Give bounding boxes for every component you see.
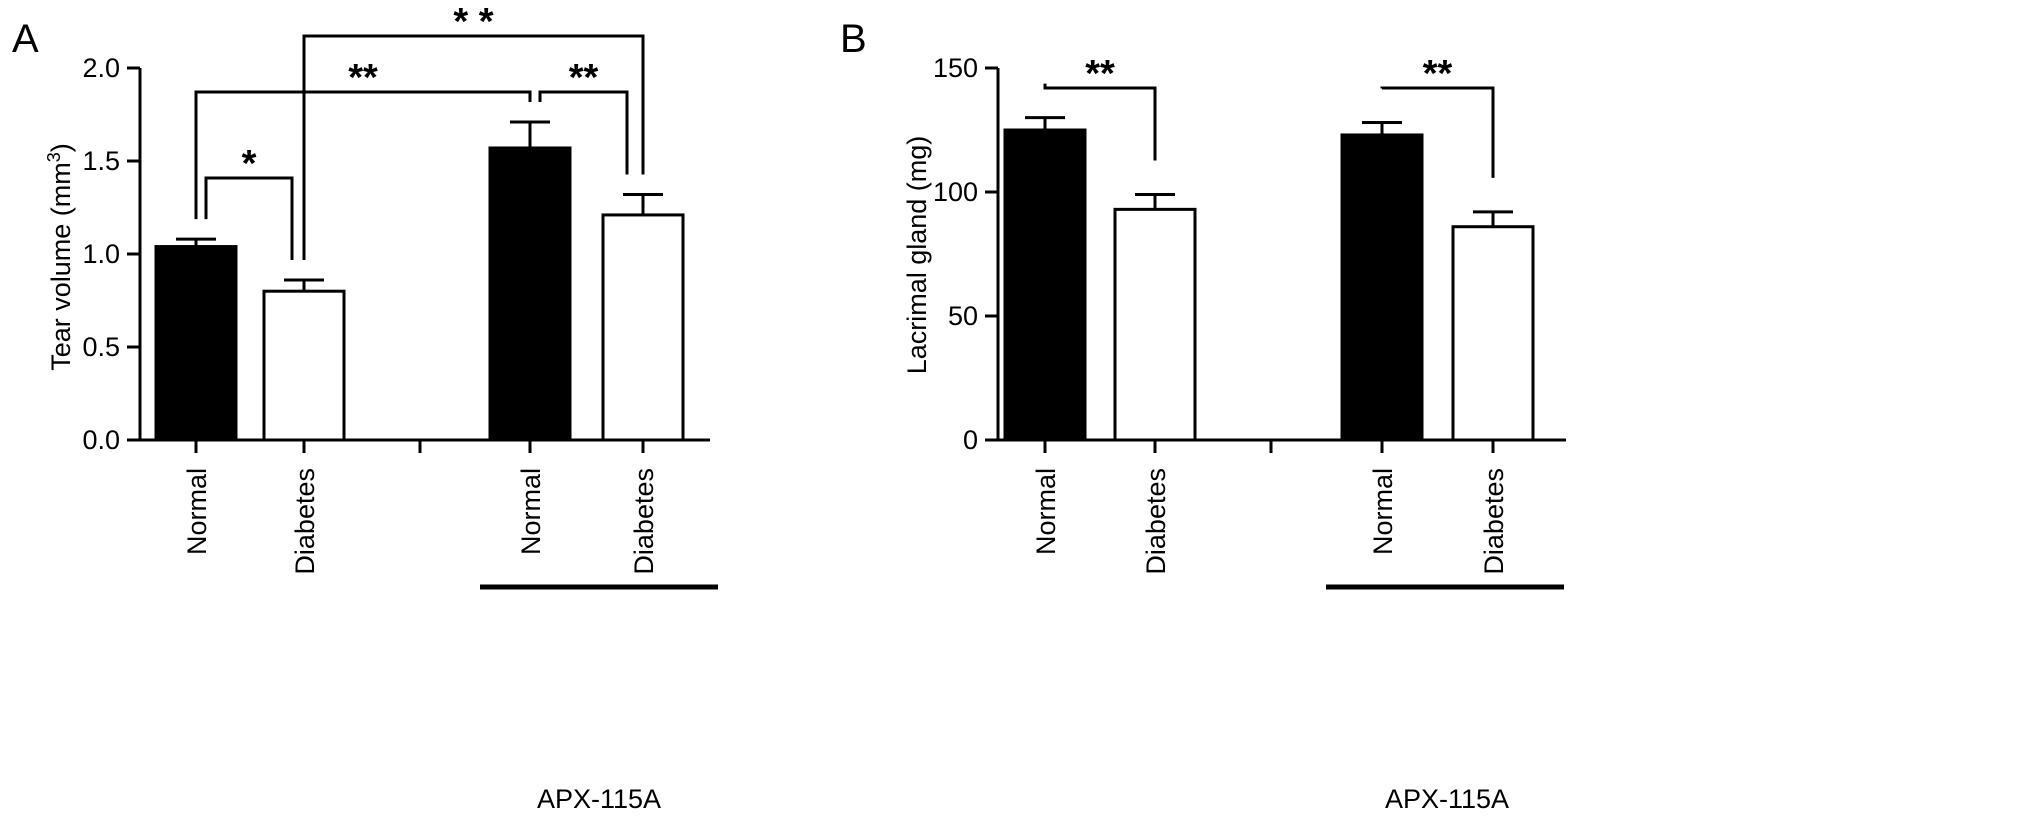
panel-a-y-tick-label: 1.0: [82, 239, 120, 269]
panel-a-bar-4: [601, 213, 685, 442]
panel-b-category-label: Normal: [1031, 468, 1061, 555]
panel-b-bar-4: [1451, 225, 1535, 442]
panel-a-y-axis-label: Tear volume (mm3): [44, 143, 76, 371]
panel-a-significance-bracket: [204, 176, 294, 261]
panel-a-bar-2: [262, 289, 346, 442]
panel-a-category-label: Normal: [182, 468, 212, 555]
panel-b-y-tick-label: 100: [933, 177, 978, 207]
panel-a: A Tear volume (mm3) APX-115A 0.0 0.5 1.0 1.…: [12, 1, 718, 814]
panel-a-significance-label: *: [242, 143, 257, 185]
panel-a-significance-label: **: [569, 57, 599, 99]
panel-a-y-tick-label: 2.0: [82, 53, 120, 83]
panel-a-significance-label: **: [348, 57, 378, 99]
panel-b-category-label: Diabetes: [1141, 468, 1171, 575]
panel-b-significance-label: **: [1085, 53, 1115, 95]
panel-b-label: B: [840, 17, 867, 61]
panel-a-bar-1: [154, 245, 238, 442]
panel-b-group-label: APX-115A: [1385, 784, 1509, 814]
panel-a-y-tick-label: 0.0: [82, 425, 120, 455]
panel-b-bar-2: [1113, 207, 1197, 442]
panel-b-category-label: Diabetes: [1479, 468, 1509, 575]
panel-a-bar-3: [488, 146, 572, 442]
panel-b-y-axis-label: Lacrimal gland (mg): [902, 136, 932, 375]
panel-b-y-tick-label: 150: [933, 53, 978, 83]
panel-a-significance-bracket: [302, 34, 645, 261]
panel-a-significance-label: * *: [453, 1, 493, 43]
panel-b-significance-bracket: [1043, 83, 1157, 161]
panel-b-bar-1: [1003, 128, 1087, 442]
panel-a-y-tick-label: 1.5: [82, 146, 120, 176]
panel-a-y-tick-label: 0.5: [82, 332, 120, 362]
panel-a-group-label: APX-115A: [537, 784, 661, 814]
panel-b-significance-label: **: [1423, 53, 1453, 95]
panel-b-y-tick-label: 0: [963, 425, 978, 455]
panel-a-category-label: Diabetes: [290, 468, 320, 575]
panel-a-category-label: Normal: [516, 468, 546, 555]
panel-a-category-label: Diabetes: [629, 468, 659, 575]
panel-a-label: A: [12, 17, 39, 61]
panel-a-significance-bracket: [194, 90, 532, 220]
panel-a-significance-bracket: [538, 90, 629, 175]
panel-b-category-label: Normal: [1368, 468, 1398, 555]
panel-b-significance-bracket: [1380, 86, 1495, 178]
panel-b-y-tick-label: 50: [948, 301, 978, 331]
panel-b: B Lacrimal gland (mg) APX-115A 0 50 100 150…: [840, 17, 1566, 814]
panel-b-bar-3: [1340, 133, 1424, 442]
